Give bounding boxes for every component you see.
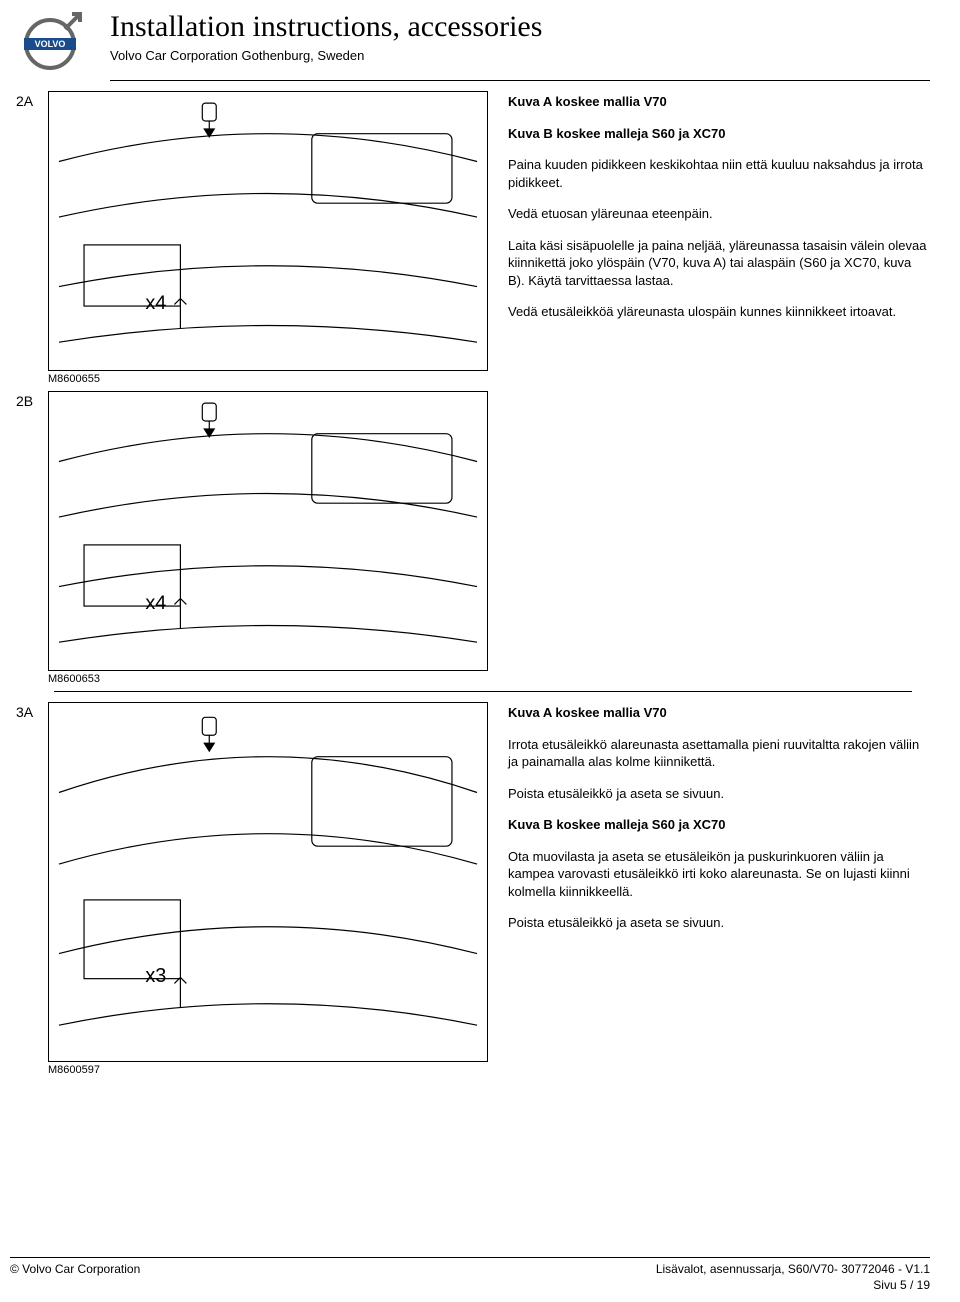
diagram-image: x4	[48, 391, 488, 671]
step-image-wrap: x4 M8600653	[48, 391, 488, 685]
step-body: x4 M8600655Kuva A koskee mallia V70Kuva …	[48, 91, 930, 385]
page-title: Installation instructions, accessories	[110, 10, 542, 44]
page-subtitle: Volvo Car Corporation Gothenburg, Sweden	[110, 48, 542, 63]
step-text: Kuva A koskee mallia V70 Irrota etusäleik…	[508, 702, 930, 1076]
step: 2A x4 M8600655Kuva A koskee mallia V70Ku…	[10, 91, 930, 385]
diagram-image: x4	[48, 91, 488, 371]
page-footer: © Volvo Car Corporation Lisävalot, asenn…	[10, 1257, 930, 1292]
step-paragraph: Poista etusäleikkö ja aseta se sivuun.	[508, 914, 930, 932]
step-image-wrap: x4 M8600655	[48, 91, 488, 385]
step-paragraph: Vedä etuosan yläreunaa eteenpäin.	[508, 205, 930, 223]
step-paragraph: Kuva B koskee malleja S60 ja XC70	[508, 816, 930, 834]
section-rule	[54, 691, 912, 692]
step-paragraph: Paina kuuden pidikkeen keskikohtaa niin …	[508, 156, 930, 191]
header-rule	[110, 80, 930, 81]
svg-text:x4: x4	[145, 592, 166, 614]
step-label: 2B	[10, 391, 48, 409]
step-paragraph: Kuva A koskee mallia V70	[508, 93, 930, 111]
footer-rule	[10, 1257, 930, 1258]
footer-left: © Volvo Car Corporation	[10, 1262, 140, 1276]
svg-text:x3: x3	[145, 965, 166, 987]
footer-right: Lisävalot, asennussarja, S60/V70- 307720…	[656, 1262, 930, 1276]
step-label: 2A	[10, 91, 48, 109]
step-paragraph: Poista etusäleikkö ja aseta se sivuun.	[508, 785, 930, 803]
step-paragraph: Kuva B koskee malleja S60 ja XC70	[508, 125, 930, 143]
step: 3A x3 M8600597 Kuva A koskee mallia V70 Ir…	[10, 702, 930, 1076]
diagram-image: x3	[48, 702, 488, 1062]
step-image-wrap: x3 M8600597	[48, 702, 488, 1076]
step: 2B x4 M8600653	[10, 391, 930, 685]
step-text: Kuva A koskee mallia V70 Kuva B koskee ma…	[508, 91, 930, 385]
page: VOLVO Installation instructions, accesso…	[0, 0, 960, 1302]
volvo-logo: VOLVO	[10, 10, 90, 70]
header-text: Installation instructions, accessories V…	[110, 10, 542, 63]
footer-page: Sivu 5 / 19	[10, 1278, 930, 1292]
page-header: VOLVO Installation instructions, accesso…	[10, 10, 930, 70]
footer-row: © Volvo Car Corporation Lisävalot, asenn…	[10, 1262, 930, 1276]
step-paragraph: Kuva A koskee mallia V70	[508, 704, 930, 722]
step-paragraph: Irrota etusäleikkö alareunasta asettamal…	[508, 736, 930, 771]
image-code: M8600597	[48, 1064, 488, 1076]
steps-container: 2A x4 M8600655Kuva A koskee mallia V70Ku…	[10, 91, 930, 1076]
svg-text:VOLVO: VOLVO	[35, 39, 66, 49]
step-body: x3 M8600597 Kuva A koskee mallia V70 Irrot…	[48, 702, 930, 1076]
step-paragraph: Vedä etusäleikköä yläreunasta ulospäin k…	[508, 303, 930, 321]
step-paragraph: Ota muovilasta ja aseta se etusäleikön j…	[508, 848, 930, 901]
svg-text:x4: x4	[145, 292, 166, 314]
step-body: x4 M8600653	[48, 391, 930, 685]
step-text	[508, 391, 930, 685]
image-code: M8600655	[48, 373, 488, 385]
step-paragraph: Laita käsi sisäpuolelle ja paina neljää,…	[508, 237, 930, 290]
step-label: 3A	[10, 702, 48, 720]
image-code: M8600653	[48, 673, 488, 685]
